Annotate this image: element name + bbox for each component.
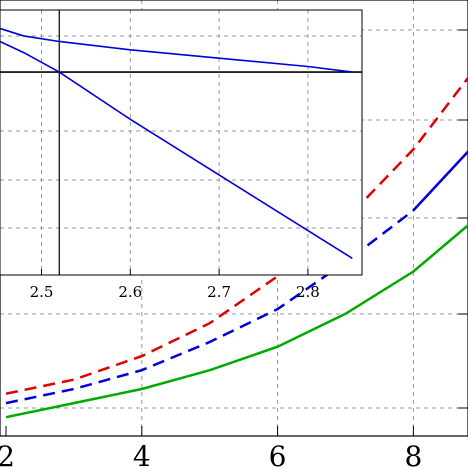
inset-x-tick-label: 2.6 xyxy=(118,283,142,301)
inset-plot: 2.5 2.6 2.7 2.8 xyxy=(0,9,363,301)
inset-x-tick-label: 2.7 xyxy=(207,283,231,301)
main-series-line xyxy=(5,223,468,419)
main-x-tick-labels: 2 4 6 8 xyxy=(0,440,422,468)
inset-series-line xyxy=(0,27,353,73)
inset-series-line xyxy=(0,40,353,259)
main-series-line xyxy=(5,75,468,395)
inset-x-tick-label: 2.5 xyxy=(30,283,54,301)
inset-x-tick-label: 2.8 xyxy=(296,283,320,301)
inset-series xyxy=(0,27,353,259)
main-x-tick-label: 6 xyxy=(269,440,287,468)
main-x-tick-label: 8 xyxy=(404,440,422,468)
inset-x-tick-labels: 2.5 2.6 2.7 2.8 xyxy=(30,283,320,301)
main-x-tick-label: 4 xyxy=(133,440,151,468)
main-x-tick-label: 2 xyxy=(0,440,15,468)
main-plot-frame xyxy=(0,0,468,437)
main-tick-marks xyxy=(5,29,468,436)
inset-frame xyxy=(0,9,363,276)
inset-tick-marks xyxy=(41,269,309,275)
main-series-line xyxy=(412,149,468,212)
